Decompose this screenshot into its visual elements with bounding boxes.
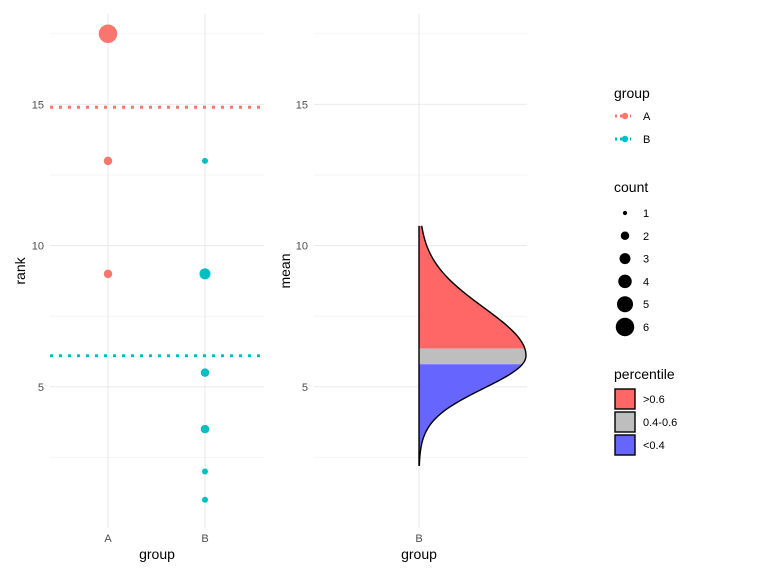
mean-x-axis-title: group <box>401 546 437 562</box>
y-tick-label: 10 <box>32 241 44 253</box>
legend-count-key <box>615 317 635 337</box>
legend-percentile-key <box>614 434 636 456</box>
y-tick-label: 10 <box>296 241 308 253</box>
data-point-B <box>202 496 208 503</box>
legend: group AB count 1 2 3 4 5 6 percentile >0.6 0.4… <box>614 85 677 456</box>
legend-group-label: A <box>643 111 651 123</box>
data-point-B <box>200 368 210 377</box>
data-point-A <box>98 24 118 44</box>
legend-group-title: group <box>614 85 650 101</box>
legend-group-key <box>621 135 629 143</box>
rank-points <box>98 24 211 503</box>
legend-percentile-items: >0.6 0.4-0.6 <0.4 <box>614 388 677 456</box>
mean-y-ticks: 5 10 15 <box>296 99 308 393</box>
mean-panel: 5 10 15 B group mean <box>277 14 527 562</box>
x-tick-label: B <box>415 533 422 545</box>
data-point-A <box>103 269 113 279</box>
legend-count-key <box>617 296 633 313</box>
data-point-B <box>202 157 208 164</box>
legend-count-title: count <box>614 179 648 195</box>
y-tick-label: 5 <box>38 382 44 394</box>
legend-percentile-key <box>614 411 636 433</box>
density-band <box>419 348 526 365</box>
rank-x-axis-title: group <box>139 546 175 562</box>
mean-x-ticks: B <box>415 533 422 545</box>
legend-count-label: 1 <box>643 208 649 220</box>
legend-group-items: AB <box>615 111 651 146</box>
rank-panel-grid <box>50 14 264 528</box>
density-outline <box>418 225 527 466</box>
x-tick-label: B <box>201 533 208 545</box>
legend-count-label: 6 <box>643 322 649 334</box>
legend-group-key <box>621 112 629 120</box>
data-point-B <box>202 468 208 475</box>
rank-y-ticks: 5 10 15 <box>32 99 44 393</box>
legend-count-label: 3 <box>643 254 649 266</box>
group-reference-lines <box>50 105 262 358</box>
legend-percentile-label: >0.6 <box>643 394 665 406</box>
legend-count-label: 4 <box>643 276 649 288</box>
legend-percentile-title: percentile <box>614 366 675 382</box>
legend-group-label: B <box>643 134 650 146</box>
y-tick-label: 15 <box>32 99 44 111</box>
mean-density <box>418 225 527 466</box>
density-band <box>419 364 523 466</box>
legend-percentile-key <box>614 388 636 410</box>
legend-count-key <box>620 231 630 241</box>
legend-count-label: 5 <box>643 299 649 311</box>
legend-count-key <box>618 274 632 289</box>
x-tick-label: A <box>104 533 112 545</box>
data-point-A <box>103 156 113 166</box>
rank-y-axis-title: rank <box>12 256 28 284</box>
legend-count-key <box>622 210 628 216</box>
y-tick-label: 15 <box>296 99 308 111</box>
legend-percentile-label: <0.4 <box>643 440 665 452</box>
data-point-B <box>199 268 211 280</box>
legend-count-items: 1 2 3 4 5 6 <box>615 208 649 337</box>
density-band <box>419 225 525 349</box>
mean-y-axis-title: mean <box>277 253 293 288</box>
legend-percentile-label: 0.4-0.6 <box>643 417 677 429</box>
legend-count-label: 2 <box>643 231 649 243</box>
y-tick-label: 5 <box>302 382 308 394</box>
legend-count-key <box>619 253 631 265</box>
data-point-B <box>200 424 210 434</box>
